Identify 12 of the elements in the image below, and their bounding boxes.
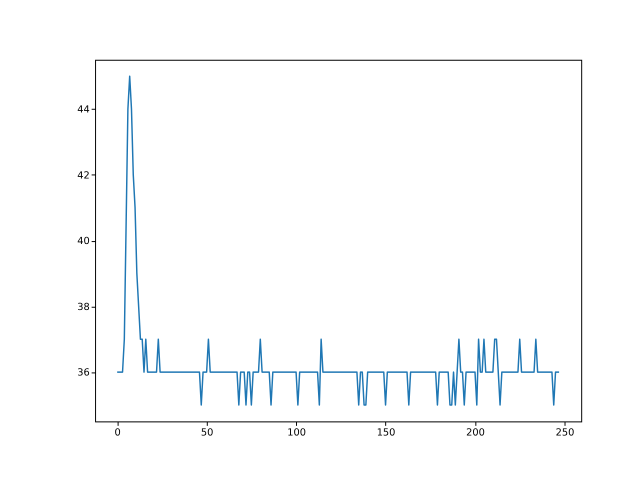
x-tick-label: 100 xyxy=(287,428,306,439)
y-tick-label: 38 xyxy=(77,302,90,313)
x-tick-label: 150 xyxy=(376,428,396,439)
y-tick-label: 40 xyxy=(77,236,90,248)
y-tick-label: 42 xyxy=(77,170,90,182)
x-tick-label: 0 xyxy=(114,428,121,439)
line-series xyxy=(116,75,560,406)
y-tick-label: 44 xyxy=(77,104,90,116)
y-tick-label: 36 xyxy=(77,368,90,379)
x-tick-label: 50 xyxy=(200,428,214,439)
x-tick-label: 200 xyxy=(466,428,485,439)
x-tick-label: 250 xyxy=(556,428,574,439)
